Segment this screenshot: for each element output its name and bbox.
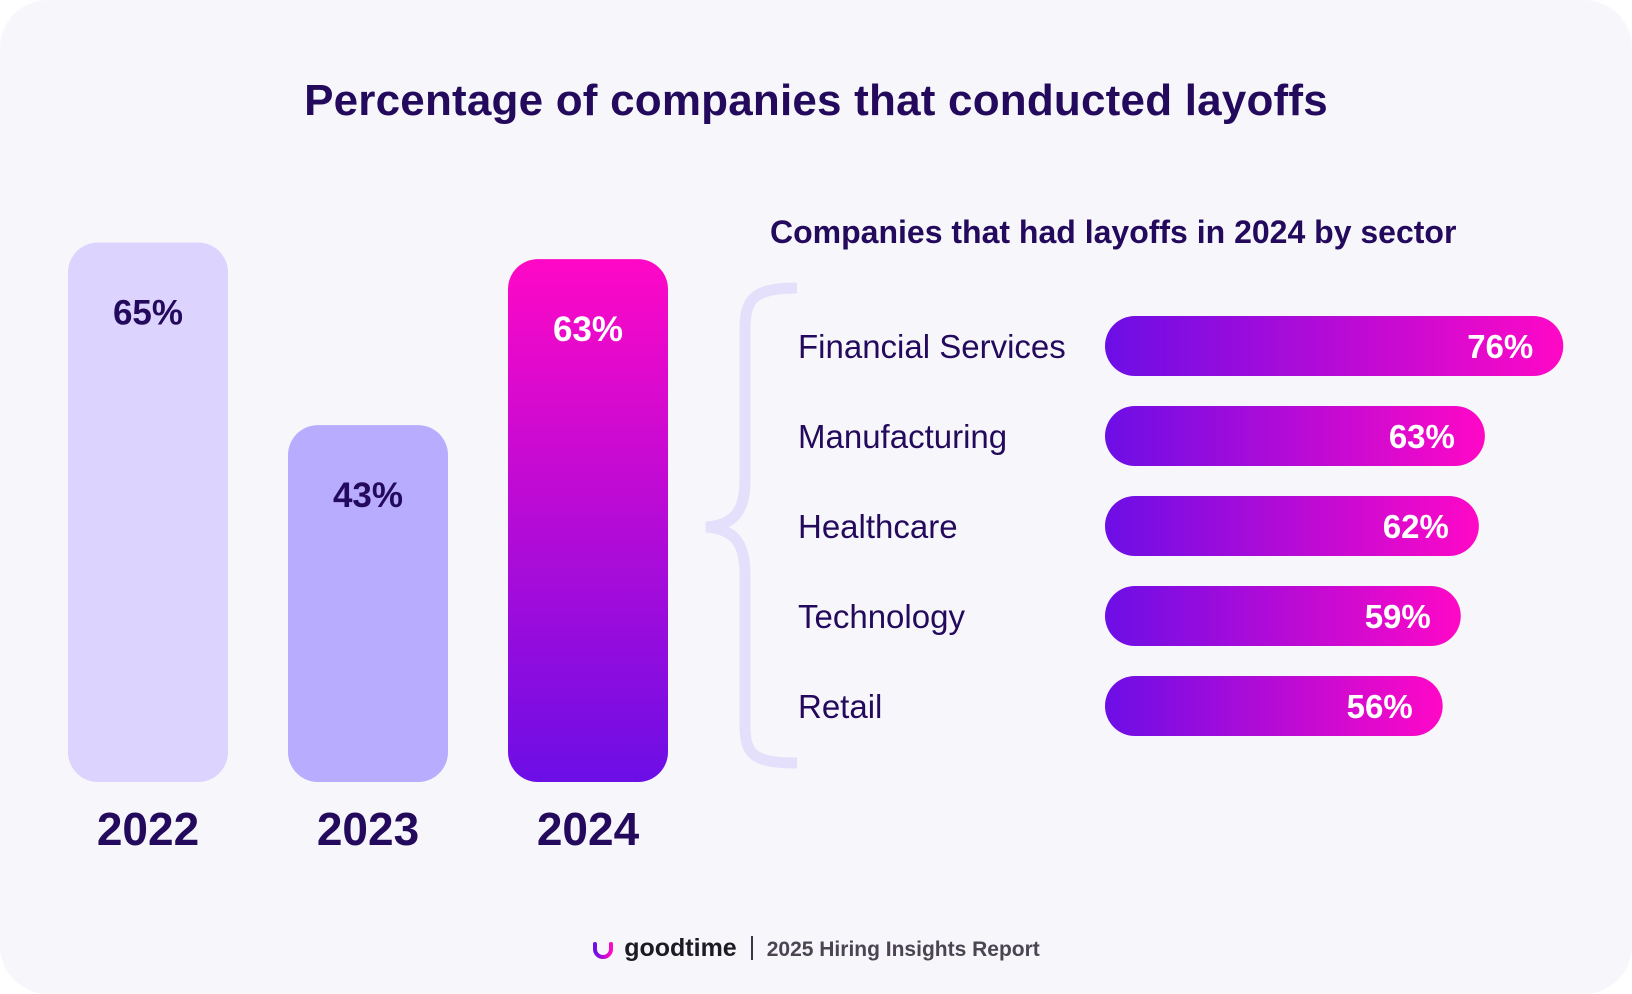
sector-label: Healthcare — [798, 508, 958, 545]
sector-bar-retail — [1105, 676, 1443, 736]
sector-bar-healthcare — [1105, 496, 1479, 556]
sector-bar-manufacturing — [1105, 406, 1485, 466]
sector-bracket — [705, 282, 798, 769]
sector-bar-financial-services — [1105, 316, 1564, 376]
sector-label: Retail — [798, 688, 882, 725]
sector-bar-value-label: 62% — [1383, 508, 1449, 545]
footer-brand: goodtime — [624, 934, 737, 962]
year-bar-value-label: 43% — [333, 476, 403, 515]
year-bar-2023 — [288, 425, 448, 782]
sector-bar-value-label: 63% — [1389, 418, 1455, 455]
year-bar-value-label: 65% — [113, 294, 183, 333]
year-bar-2024 — [508, 259, 668, 783]
sector-label: Financial Services — [798, 328, 1066, 365]
sector-label: Technology — [798, 598, 965, 635]
year-bar-2022 — [68, 242, 228, 782]
sector-bars: Financial Services 76% Manufacturing 63% Hea… — [798, 316, 1564, 736]
goodtime-logo-icon — [592, 940, 614, 966]
year-bars: 65% 2022 43% 2023 63% 2024 — [68, 242, 668, 855]
footer-separator — [750, 936, 753, 960]
sector-label: Manufacturing — [798, 418, 1007, 455]
sector-bar-technology — [1105, 586, 1461, 646]
year-axis-label: 2023 — [317, 803, 419, 855]
footer: goodtime 2025 Hiring Insights Report — [0, 934, 1632, 966]
sector-chart-title: Companies that had layoffs in 2024 by se… — [770, 214, 1457, 250]
sector-bar-value-label: 59% — [1365, 598, 1431, 635]
year-axis-label: 2022 — [97, 803, 199, 855]
year-axis-label: 2024 — [537, 803, 640, 855]
footer-report-name: 2025 Hiring Insights Report — [766, 938, 1040, 961]
sector-bar-value-label: 56% — [1347, 688, 1413, 725]
chart-title: Percentage of companies that conducted l… — [304, 76, 1328, 125]
sector-bar-value-label: 76% — [1467, 328, 1533, 365]
year-bar-value-label: 63% — [553, 310, 623, 349]
